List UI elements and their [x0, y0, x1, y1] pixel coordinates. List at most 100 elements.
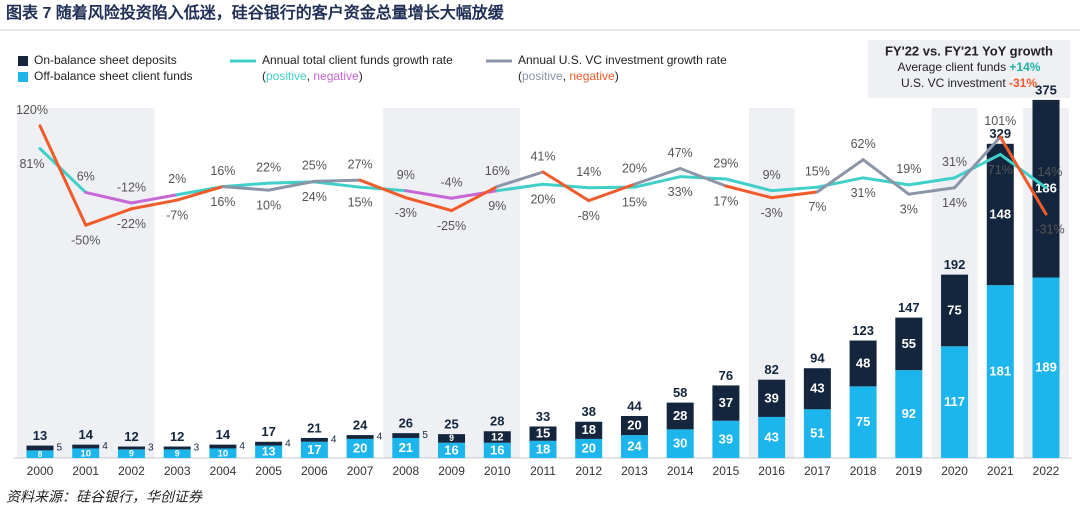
summary-row: Average client funds +14% [898, 60, 1041, 74]
line-label: -25% [437, 219, 466, 233]
segment-label: 10 [218, 448, 229, 459]
x-tick-label: 2012 [575, 464, 602, 478]
segment-label: 3 [148, 443, 154, 454]
bar-segment [529, 426, 557, 441]
segment-label: 16 [490, 442, 504, 457]
legend-note-part: positive [522, 69, 563, 83]
line-label: 120% [16, 103, 48, 117]
segment-label: 10 [80, 448, 91, 459]
legend-swatch [18, 72, 28, 82]
segment-label: 12 [491, 431, 504, 443]
x-tick-label: 2014 [667, 464, 694, 478]
line-segment [770, 185, 819, 193]
summary-label: Average client funds [898, 60, 1007, 74]
bar-segment [483, 431, 511, 443]
legend-note-part: negative [313, 69, 359, 83]
bar-segment [941, 274, 969, 347]
total-label: 58 [673, 385, 687, 400]
line-label: 47% [668, 146, 693, 160]
line-segment [998, 135, 1048, 216]
segment-label: 39 [719, 431, 733, 446]
bar-segment [803, 409, 831, 458]
bar-segment [758, 379, 786, 417]
x-tick-label: 2007 [347, 464, 374, 478]
line-label: 16% [210, 195, 235, 209]
legend-label: On-balance sheet deposits [34, 53, 177, 67]
segment-label: 43 [764, 429, 778, 444]
line-label: -7% [166, 208, 188, 222]
line-segment [815, 158, 865, 194]
x-tick-label: 2002 [118, 464, 145, 478]
legend-note-part: positive [266, 69, 307, 83]
total-label: 123 [852, 323, 874, 338]
total-label: 76 [719, 368, 733, 383]
line-label: 62% [851, 137, 876, 151]
segment-label: 18 [536, 441, 550, 456]
total-label: 14 [216, 427, 231, 442]
segment-label: 117 [944, 394, 965, 409]
line-label: 81% [19, 157, 44, 171]
segment-label: 37 [719, 395, 733, 410]
bar-segment [986, 143, 1014, 286]
bar-segment [392, 433, 420, 438]
line-label: 20% [530, 193, 555, 207]
bar-segment [803, 368, 831, 410]
x-tick-label: 2015 [713, 464, 740, 478]
line-label: 15% [622, 195, 647, 209]
line-label: 2% [168, 172, 186, 186]
source: 资料来源：硅谷银行，华创证券 [6, 489, 203, 505]
page-title: 图表 7 随着风险投资陷入低迷，硅谷银行的客户资金总量增长大幅放缓 [6, 3, 505, 22]
line-label: 27% [348, 157, 373, 171]
bar-segment [849, 340, 877, 387]
bar-segment [666, 429, 694, 458]
legend-label: Annual U.S. VC investment growth rate [518, 53, 727, 67]
total-label: 26 [399, 416, 413, 431]
line-label: 15% [348, 195, 373, 209]
x-tick-label: 2019 [895, 464, 922, 478]
x-tick-label: 2003 [164, 464, 191, 478]
legend-note-part: , [307, 69, 314, 83]
legend-swatch [18, 56, 28, 66]
line-segment [495, 182, 545, 193]
segment-label: 24 [627, 438, 642, 453]
line-label: 9% [763, 168, 781, 182]
segment-label: 4 [377, 432, 383, 443]
line-label: 71% [988, 163, 1013, 177]
segment-label: 148 [989, 206, 1011, 221]
total-label: 192 [944, 257, 966, 272]
x-tick-label: 2013 [621, 464, 648, 478]
line-segment [450, 185, 499, 213]
bar-segment [712, 385, 740, 421]
legend-label: Annual total client funds growth rate [262, 53, 453, 67]
bar-segment [209, 444, 237, 449]
x-tick-label: 2016 [758, 464, 785, 478]
bar-segment [483, 442, 511, 458]
line-label: 15% [805, 164, 830, 178]
total-label: 329 [989, 126, 1011, 141]
total-label: 24 [353, 418, 368, 433]
legend-note-part: ( [262, 69, 266, 83]
summary-box [868, 40, 1070, 98]
total-label: 14 [78, 427, 93, 442]
line-segment [129, 193, 179, 205]
line-segment [907, 186, 957, 196]
line-label: -4% [440, 176, 462, 190]
line-segment [678, 166, 728, 188]
shade-band [382, 108, 429, 458]
bar-segment [666, 402, 694, 430]
segment-label: 20 [581, 440, 595, 455]
line-segment [358, 178, 408, 200]
total-label: 44 [627, 398, 642, 413]
x-tick-label: 2018 [850, 464, 877, 478]
x-tick-label: 2000 [27, 464, 54, 478]
bar-segment [26, 450, 54, 458]
segment-label: 181 [989, 364, 1011, 379]
x-tick-label: 2005 [255, 464, 282, 478]
total-label: 375 [1035, 82, 1057, 97]
line-segment [861, 158, 911, 196]
line-segment [404, 189, 454, 200]
line-segment [587, 182, 636, 203]
total-label: 28 [490, 414, 504, 429]
